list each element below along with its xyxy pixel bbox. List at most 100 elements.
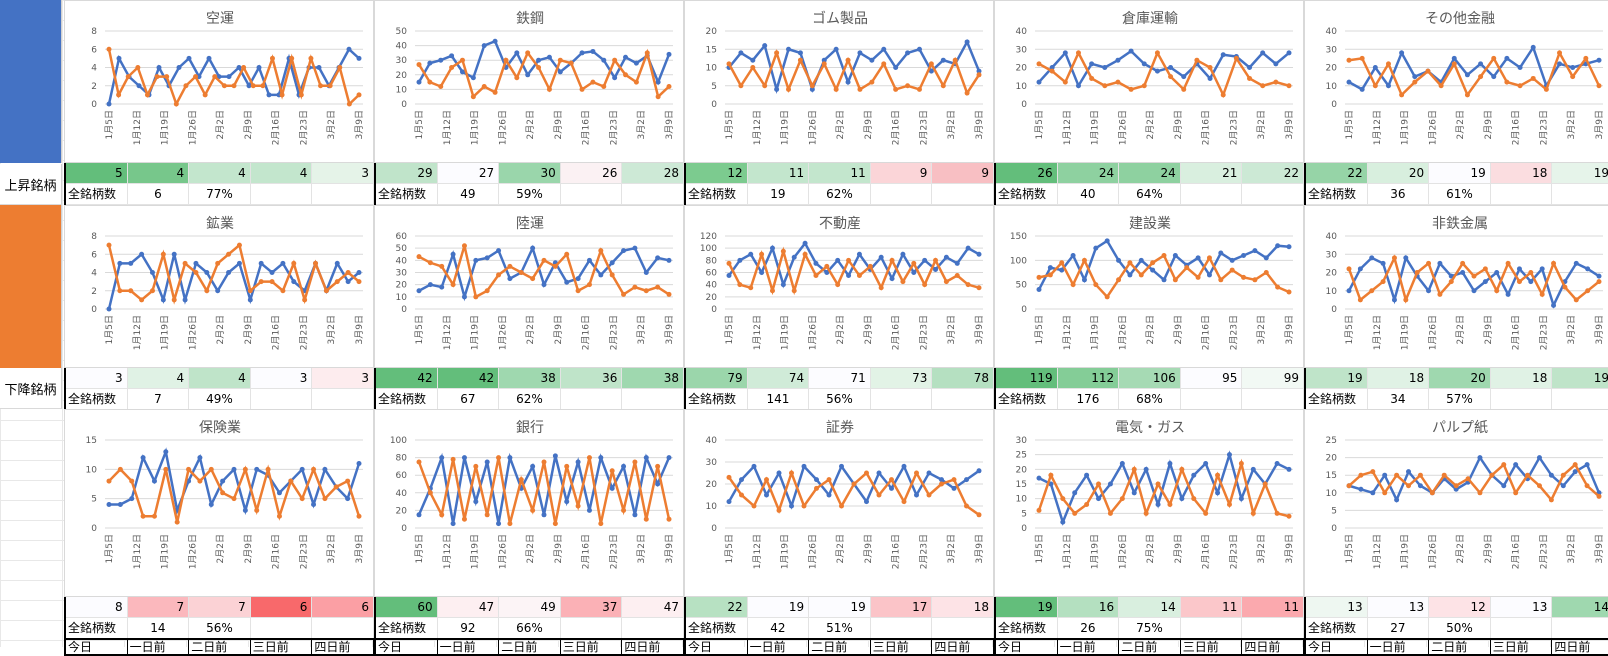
down-data-point — [1570, 74, 1576, 80]
down-data-point — [163, 466, 169, 472]
up-data-point — [182, 297, 188, 303]
up-data-point — [1516, 266, 1522, 272]
x-tick-label: 1月5日 — [724, 534, 735, 563]
count-cell: 11 — [809, 163, 871, 184]
down-data-point — [1102, 83, 1108, 89]
down-data-point — [586, 455, 592, 461]
up-data-point — [449, 53, 455, 59]
chart-title: 陸運 — [516, 216, 544, 232]
down-data-point — [643, 288, 649, 294]
up-data-point — [1263, 255, 1269, 261]
y-tick-label: 20 — [396, 281, 408, 291]
up-data-point — [1220, 52, 1226, 58]
y-tick-label: 15 — [86, 436, 97, 446]
y-tick-label: 0 — [1331, 524, 1337, 534]
up-data-point — [1247, 65, 1253, 70]
up-data-point — [601, 57, 607, 63]
day-label: 四日前 — [932, 640, 994, 654]
empty-cell — [312, 618, 374, 639]
day-label-row: 今日 一日前 二日前 三日前 四日前 — [684, 638, 994, 656]
line-chart: 鉄鋼 0 10 20 30 40 50 1月5日 1月12日 1月19日 1月26日 2月2日 2月9日… — [374, 0, 684, 163]
up-data-point — [826, 492, 832, 498]
up-data-point — [176, 65, 182, 70]
down-data-point — [345, 478, 351, 484]
empty-cell — [870, 184, 933, 205]
empty-cell — [1490, 389, 1553, 410]
down-data-point — [1504, 79, 1510, 85]
down-data-point — [575, 288, 581, 294]
x-tick-label: 2月9日 — [863, 534, 874, 563]
chart-svg: 空運 0 2 4 6 8 1月5日 1月12日 1月19日 1月26日 2月2日 2月9日 2月16日 2… — [91, 11, 365, 145]
count-cell: 19 — [1552, 368, 1608, 389]
down-data-point — [1241, 274, 1247, 280]
up-data-point — [1573, 260, 1579, 266]
down-data-point — [289, 55, 295, 61]
down-data-point — [1489, 472, 1495, 478]
down-data-point — [864, 470, 869, 476]
up-data-point — [1505, 291, 1511, 297]
count-cell: 14 — [1552, 597, 1608, 618]
up-data-point — [266, 92, 272, 98]
count-cell: 7 — [127, 597, 190, 618]
down-data-point — [1115, 79, 1121, 85]
up-data-point — [1036, 475, 1042, 481]
down-data-point — [601, 83, 607, 89]
up-series-line — [1038, 49, 1290, 89]
down-data-point — [416, 254, 422, 260]
down-data-point — [125, 74, 131, 80]
x-tick-label: 2月16日 — [581, 315, 592, 350]
x-tick-label: 3月2日 — [946, 534, 957, 563]
down-data-point — [236, 242, 242, 248]
down-data-point — [1229, 267, 1235, 273]
up-data-point — [623, 54, 629, 60]
down-data-point — [1525, 472, 1531, 478]
down-data-point — [1143, 510, 1149, 516]
down-data-point — [1184, 265, 1190, 271]
day-label: 一日前 — [1058, 640, 1120, 654]
total-count: 26 — [1057, 618, 1120, 639]
x-tick-label: 1月12日 — [752, 534, 763, 569]
count-cell: 112 — [1057, 368, 1120, 389]
down-data-point — [1394, 472, 1400, 478]
x-tick-label: 3月9日 — [974, 110, 985, 139]
x-tick-label: 1月19日 — [160, 534, 171, 569]
up-data-point — [954, 260, 960, 266]
line-chart: 陸運 0 10 20 30 40 50 60 1月5日 1月12日 1月19日 1月26日 2月2日 2月… — [374, 205, 684, 368]
count-cell: 11 — [1180, 597, 1243, 618]
y-tick-label: 0 — [711, 524, 717, 534]
x-tick-label: 3月9日 — [664, 110, 675, 139]
down-data-point — [197, 478, 203, 484]
down-series-line — [1348, 462, 1600, 503]
up-data-point — [780, 282, 786, 288]
count-cell: 60 — [376, 597, 438, 618]
count-cell: 19 — [1429, 163, 1491, 184]
x-tick-label: 1月26日 — [187, 534, 198, 569]
up-data-point — [1138, 257, 1144, 263]
up-data-point — [762, 43, 768, 49]
down-data-point — [1075, 50, 1081, 56]
down-data-point — [1437, 291, 1443, 297]
down-data-point — [212, 74, 218, 80]
x-tick-label: 3月2日 — [636, 110, 647, 139]
x-tick-label: 1月26日 — [807, 110, 818, 145]
up-data-point — [356, 460, 362, 466]
up-data-point — [922, 257, 928, 263]
x-tick-label: 2月16日 — [1201, 315, 1212, 350]
empty-cell — [622, 184, 684, 205]
down-data-point — [106, 478, 112, 484]
down-data-point — [1167, 502, 1173, 508]
down-data-point — [1154, 50, 1160, 56]
down-data-point — [926, 492, 932, 498]
count-row: 60 47 49 37 47 — [374, 597, 684, 618]
down-data-point — [174, 519, 180, 525]
down-data-point — [901, 499, 907, 505]
y-tick-label: 5 — [1021, 509, 1027, 519]
line-chart: 証券 0 10 20 30 40 1月5日 1月12日 1月19日 1月26日 2月2日 2月9日 2月… — [684, 409, 994, 597]
x-tick-label: 1月5日 — [724, 315, 735, 344]
chart-title: 非鉄金属 — [1432, 216, 1488, 232]
y-tick-label: 10 — [396, 293, 408, 303]
up-data-point — [242, 507, 248, 513]
count-row: 79 74 71 73 78 — [684, 368, 994, 389]
down-data-point — [269, 279, 275, 285]
down-data-point — [928, 61, 934, 67]
